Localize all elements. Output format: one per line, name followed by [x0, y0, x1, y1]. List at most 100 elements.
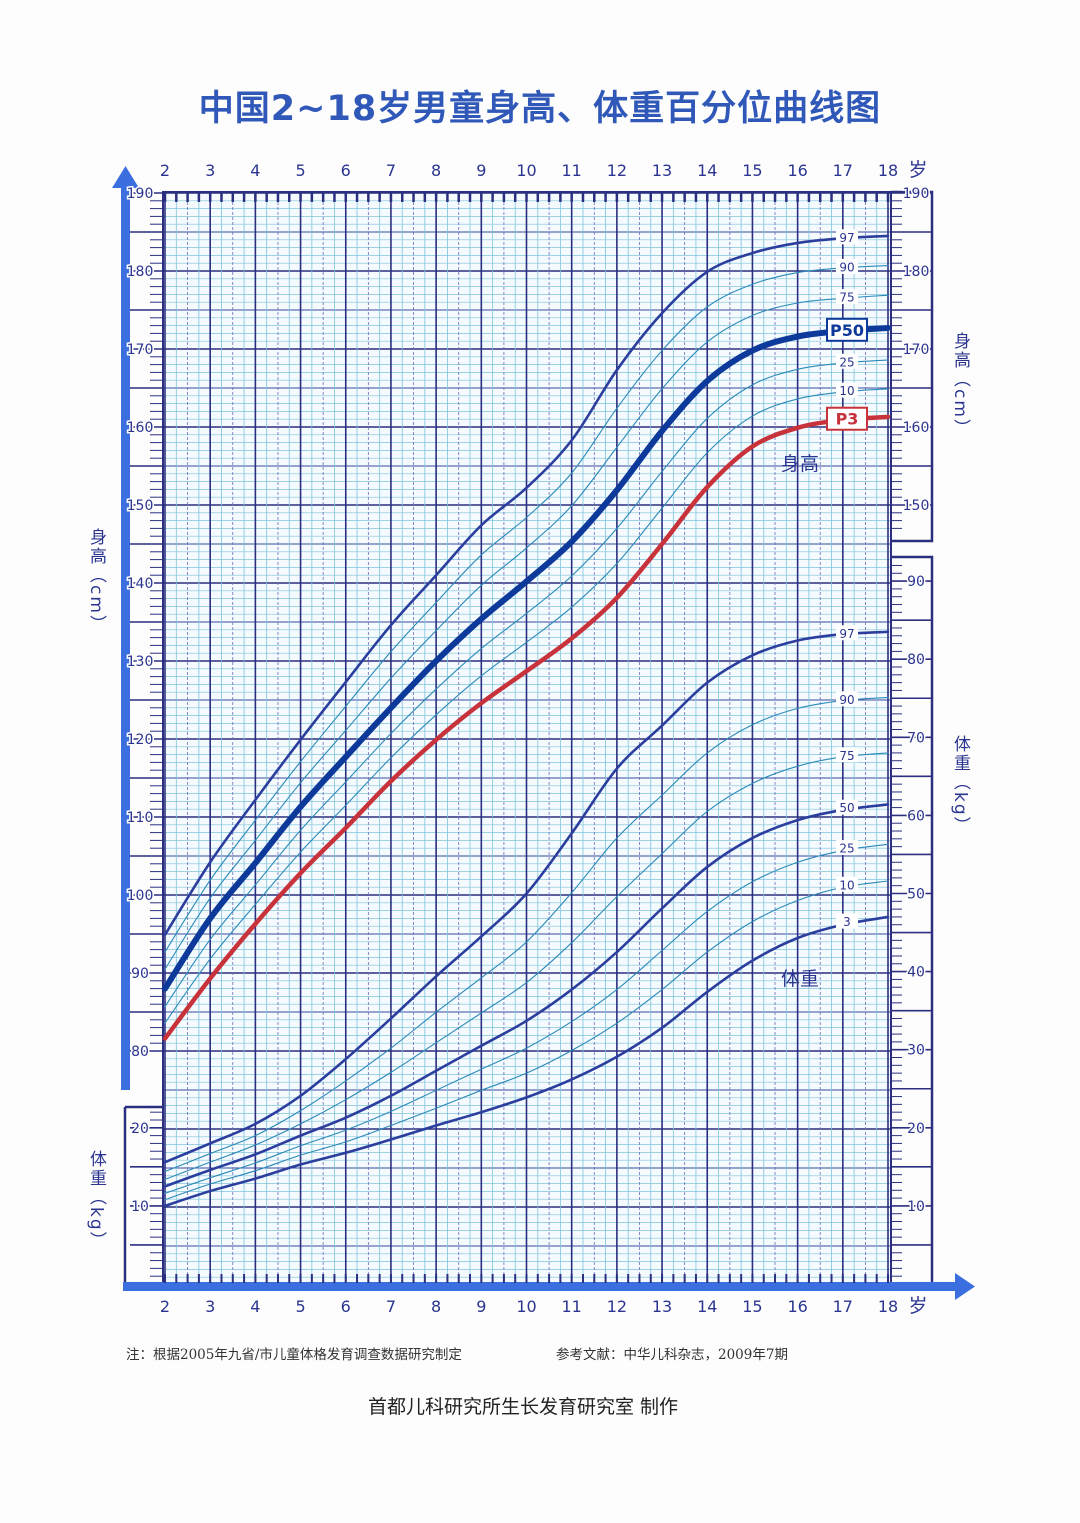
top-age-unit: 岁 — [908, 159, 927, 181]
top-age-tick-label: 10 — [516, 161, 536, 180]
left-height-tick-label: 90 — [131, 966, 149, 982]
height-label-bg — [836, 289, 858, 305]
top-age-tick-label: 12 — [607, 161, 627, 180]
weight-curve-p75 — [164, 752, 889, 1180]
height-axis-arrow-bar — [121, 185, 130, 1090]
right-height-tick-label: 170 — [903, 342, 930, 358]
height-curve-label: 97 — [839, 231, 854, 245]
weight-curve-p90 — [164, 696, 889, 1173]
bottom-age-tick-label: 16 — [787, 1297, 807, 1316]
top-age-tick-label: 18 — [878, 161, 898, 180]
bottom-age-tick-label: 17 — [833, 1297, 853, 1316]
left-height-tick-label: 190 — [127, 186, 154, 202]
weight-curve-p25 — [164, 843, 889, 1194]
height-curve-group-label: 身高 — [781, 453, 819, 475]
bottom-age-tick-label: 3 — [205, 1297, 215, 1316]
weight-label-bg — [836, 799, 858, 815]
weight-curve-p3 — [163, 915, 890, 1208]
left-height-tick-label: 130 — [127, 654, 154, 670]
bottom-age-tick-label: 7 — [386, 1297, 396, 1316]
weight-curve-p10 — [164, 880, 889, 1201]
height-curve-p75 — [164, 294, 889, 970]
right-height-tick-label: 160 — [903, 420, 930, 436]
right-weight-tick-label: 90 — [907, 574, 925, 590]
height-curve-label: 10 — [839, 384, 854, 398]
weight-curve-p97 — [163, 630, 890, 1164]
left-height-tick-label: 170 — [127, 342, 154, 358]
right-height-axis-title: 身高（cm） — [950, 332, 970, 438]
grid — [163, 192, 891, 1283]
left-height-tick-label: 120 — [127, 732, 154, 748]
height-curve-label: 75 — [839, 291, 854, 305]
right-weight-tick-label: 20 — [907, 1121, 925, 1137]
top-age-tick-label: 11 — [562, 161, 582, 180]
height-curve-p90 — [164, 264, 889, 953]
right-weight-tick-label: 70 — [907, 730, 925, 746]
left-height-tick-label: 150 — [127, 498, 154, 514]
top-age-tick-label: 17 — [833, 161, 853, 180]
left-height-tick-label: 160 — [127, 420, 154, 436]
top-age-tick-label: 8 — [431, 161, 441, 180]
bottom-age-tick-label: 4 — [250, 1297, 260, 1316]
bottom-age-tick-label: 14 — [697, 1297, 717, 1316]
weight-label-bg — [836, 625, 858, 641]
weight-label-bg — [836, 876, 858, 892]
credit-line: 首都儿科研究所生长发育研究室 制作 — [368, 1396, 679, 1418]
height-label-box-P50 — [826, 317, 868, 342]
right-height-tick-label: 180 — [903, 264, 930, 280]
top-age-tick-label: 2 — [160, 161, 170, 180]
bottom-age-tick-label: 6 — [341, 1297, 351, 1316]
weight-curve-label: 25 — [839, 842, 854, 856]
weight-curve-label: 97 — [839, 627, 854, 641]
height-curve-p10 — [164, 388, 889, 1024]
top-age-tick-label: 15 — [742, 161, 762, 180]
top-age-tick-label: 14 — [697, 161, 717, 180]
height-label-bg — [836, 229, 858, 245]
weight-label-bg — [836, 913, 858, 929]
weight-curve-group-label: 体重 — [781, 968, 819, 990]
age-axis-arrow-bar — [123, 1282, 958, 1291]
top-age-tick-label: 9 — [476, 161, 486, 180]
left-height-tick-label: 180 — [127, 264, 154, 280]
bottom-age-tick-label: 9 — [476, 1297, 486, 1316]
right-height-tick-label: 150 — [903, 498, 930, 514]
left-height-tick-label: 110 — [127, 810, 154, 826]
height-curve-p97 — [163, 234, 890, 937]
height-curve-label: 90 — [839, 260, 854, 274]
top-age-tick-label: 7 — [386, 161, 396, 180]
left-weight-tick-label: 10 — [131, 1199, 149, 1215]
right-weight-tick-label: 80 — [907, 652, 925, 668]
height-curve-label: P3 — [836, 410, 859, 429]
bottom-age-tick-label: 11 — [562, 1297, 582, 1316]
bottom-age-tick-label: 13 — [652, 1297, 672, 1316]
right-weight-tick-label: 60 — [907, 808, 925, 824]
right-height-axis-frame — [891, 190, 934, 543]
top-age-tick-label: 3 — [205, 161, 215, 180]
axis-ticks: 80 90 100 110 120 130 140 150 160 170 180 190 10 20 15… — [125, 161, 932, 1316]
top-age-tick-label: 16 — [787, 161, 807, 180]
height-curve-label: 25 — [839, 355, 854, 369]
left-height-tick-label: 140 — [127, 576, 154, 592]
left-weight-axis-title: 体重（kg） — [86, 1150, 106, 1251]
weight-curve-label: 90 — [839, 693, 854, 707]
top-age-tick-label: 4 — [250, 161, 260, 180]
left-height-tick-label: 100 — [127, 888, 154, 904]
weight-curve-p50 — [163, 803, 890, 1188]
height-label-bg — [836, 258, 858, 274]
left-height-axis-title: 身高（cm） — [86, 528, 106, 634]
weight-curve-label: 10 — [839, 878, 854, 892]
height-label-bg — [836, 353, 858, 369]
top-age-tick-label: 13 — [652, 161, 672, 180]
right-weight-tick-label: 30 — [907, 1043, 925, 1059]
chart-title: 中国2~18岁男童身高、体重百分位曲线图 — [198, 89, 882, 129]
weight-curve-label: 75 — [839, 749, 854, 763]
height-curve-p25 — [164, 359, 889, 1008]
right-height-tick-label: 190 — [903, 186, 930, 202]
left-weight-tick-label: 20 — [131, 1121, 149, 1137]
height-curve-label: P50 — [830, 321, 864, 340]
age-axis-arrowhead — [955, 1273, 975, 1300]
right-weight-axis-title: 体重（kg） — [950, 735, 970, 836]
bottom-age-tick-label: 15 — [742, 1297, 762, 1316]
curve-labels: 97 90 75 P50 25 10 P3 97 90 75 50 25 10 3 — [826, 229, 868, 929]
